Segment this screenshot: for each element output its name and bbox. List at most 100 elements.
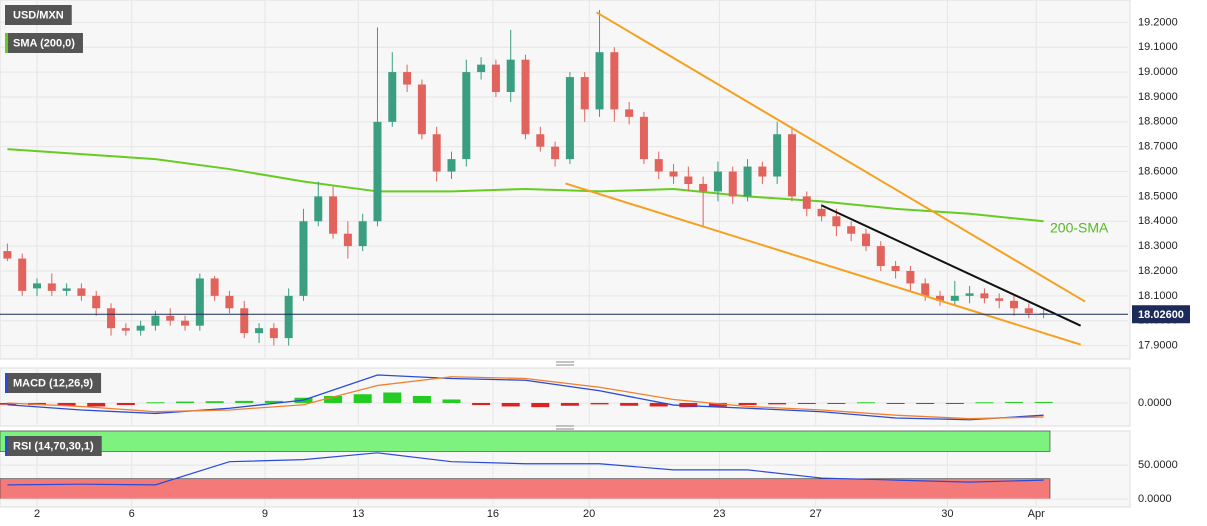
label-edge — [5, 373, 8, 393]
y-tick-label: 18.9000 — [1138, 91, 1178, 103]
candle-body — [284, 295, 293, 339]
label-text: SMA (200,0) — [13, 37, 75, 49]
y-tick-label: 18.7000 — [1138, 141, 1178, 153]
price-tag — [1132, 305, 1190, 324]
indicator-label: MACD (12,26,9) — [5, 373, 102, 393]
label-box — [5, 373, 102, 393]
candle-body — [699, 183, 708, 192]
histogram-bar — [975, 402, 994, 404]
candle-body — [551, 146, 560, 160]
candle-body — [965, 293, 974, 296]
rsi-zone — [0, 478, 1051, 500]
candle-body — [861, 233, 870, 247]
candle-body — [684, 176, 693, 184]
histogram-bar — [768, 402, 787, 405]
y-tick-label: 50.0000 — [1138, 459, 1178, 471]
histogram-bar — [57, 402, 76, 406]
candle-body — [817, 208, 826, 217]
histogram-bar — [87, 402, 106, 407]
histogram-bar — [116, 402, 135, 406]
y-tick-label: 18.8000 — [1138, 116, 1178, 128]
y-tick-label: 18.2000 — [1138, 265, 1178, 277]
candle-body — [536, 134, 545, 147]
candle-body — [47, 283, 56, 291]
candle-body — [388, 72, 397, 122]
candle-body — [107, 308, 116, 329]
label-edge — [5, 436, 8, 456]
candle-body — [432, 134, 441, 172]
candle-body — [462, 72, 471, 160]
histogram-bar — [916, 402, 935, 405]
histogram-bar — [442, 399, 461, 403]
histogram-bar — [708, 402, 727, 407]
x-tick-label: 13 — [352, 508, 364, 520]
histogram-bar — [1005, 401, 1024, 403]
candle-body — [151, 315, 160, 326]
x-tick-label: 16 — [487, 508, 499, 520]
macd-panel — [0, 367, 1131, 427]
trendline — [565, 182, 1081, 346]
x-tick-label: 30 — [941, 508, 953, 520]
candle-body — [595, 52, 604, 110]
candle-body — [18, 258, 27, 291]
histogram-bar — [264, 400, 283, 403]
macd-line — [7, 376, 1044, 420]
candle-body — [950, 295, 959, 301]
histogram-bar — [205, 401, 224, 403]
candle-body — [314, 196, 323, 222]
histogram-bar — [235, 400, 254, 403]
y-tick-label: 19.1000 — [1138, 41, 1178, 53]
candle-body — [921, 283, 930, 296]
x-tick-label: 27 — [810, 508, 822, 520]
candle-body — [876, 246, 885, 267]
candle-body — [728, 171, 737, 197]
histogram-bar — [412, 395, 431, 403]
candle-body — [62, 288, 71, 291]
histogram-bar — [0, 402, 17, 405]
indicator-label: USD/MXN — [5, 5, 72, 25]
candle-body — [625, 109, 634, 117]
histogram-bar — [1034, 401, 1053, 403]
candle-body — [506, 59, 515, 92]
histogram-bar — [738, 402, 757, 406]
histogram-bar — [531, 402, 550, 408]
y-tick-label: 19.2000 — [1138, 16, 1178, 28]
x-tick-label: 23 — [713, 508, 725, 520]
panel-handle[interactable] — [556, 425, 574, 430]
rsi-zone — [0, 430, 1051, 452]
y-tick-label: 19.0000 — [1138, 66, 1178, 78]
candle-body — [758, 166, 767, 177]
candle-body — [447, 159, 456, 172]
x-tick-label: 2 — [34, 508, 40, 520]
label-box — [5, 436, 102, 456]
candle-body — [787, 134, 796, 197]
candle-body — [639, 116, 648, 160]
candle-body — [847, 226, 856, 234]
candle-body — [773, 134, 782, 177]
y-tick-label: 17.9000 — [1138, 339, 1178, 351]
histogram-bar — [501, 402, 520, 407]
candle-body — [669, 171, 678, 177]
candle-body — [166, 315, 175, 321]
label-box — [5, 5, 72, 25]
price-tag-text: 18.02600 — [1138, 309, 1184, 321]
histogram-bar — [146, 402, 165, 404]
histogram-bar — [827, 402, 846, 404]
histogram-bar — [176, 401, 195, 403]
histogram-bar — [620, 402, 639, 406]
candle-body — [891, 266, 900, 271]
candle-body — [181, 320, 190, 326]
label-text: USD/MXN — [13, 9, 64, 21]
x-tick-label: 9 — [262, 508, 268, 520]
candle-body — [136, 325, 145, 331]
candle-body — [995, 298, 1004, 301]
candle-body — [77, 288, 86, 296]
histogram-bar — [324, 395, 343, 403]
candle-body — [906, 270, 915, 284]
histogram-bar — [590, 402, 609, 405]
histogram-bar — [797, 402, 816, 405]
candle-body — [417, 84, 426, 135]
panel-handle[interactable] — [556, 361, 574, 366]
y-tick-label: 18.3000 — [1138, 240, 1178, 252]
